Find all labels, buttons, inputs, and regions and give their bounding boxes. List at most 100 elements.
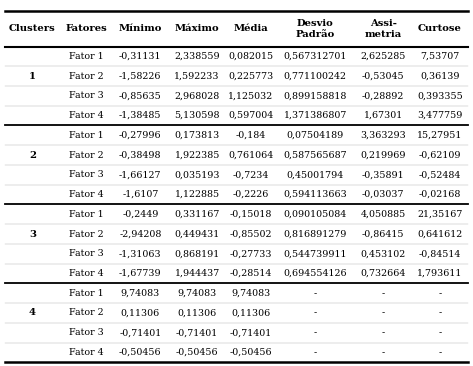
Text: 0,36139: 0,36139 [420, 72, 460, 81]
Text: Máximo: Máximo [175, 24, 219, 33]
Text: Assi-
metria: Assi- metria [365, 19, 402, 39]
Text: Fator 2: Fator 2 [69, 229, 104, 239]
Text: 3: 3 [29, 229, 36, 239]
Text: 1: 1 [29, 72, 36, 81]
Text: -0,28514: -0,28514 [229, 269, 272, 278]
Bar [5, 66, 468, 86]
Text: 0,331167: 0,331167 [175, 210, 220, 219]
Bar [5, 283, 468, 303]
Text: Fator 1: Fator 1 [69, 52, 104, 61]
Text: -0,15018: -0,15018 [229, 210, 272, 219]
Text: 0,45001794: 0,45001794 [287, 170, 344, 179]
Text: -0,7234: -0,7234 [233, 170, 269, 179]
Text: 0,219969: 0,219969 [360, 150, 406, 160]
Text: -0,50456: -0,50456 [119, 348, 162, 357]
Text: Média: Média [233, 24, 268, 33]
Bar [5, 205, 468, 224]
Text: -: - [314, 289, 317, 298]
Text: -: - [438, 328, 441, 337]
Text: 0,07504189: 0,07504189 [287, 131, 344, 140]
Text: -0,27996: -0,27996 [119, 131, 162, 140]
Text: 0,816891279: 0,816891279 [284, 229, 347, 239]
Text: 0,732664: 0,732664 [360, 269, 406, 278]
Text: -0,02168: -0,02168 [419, 190, 461, 199]
Text: -2,94208: -2,94208 [119, 229, 161, 239]
Text: 1,67301: 1,67301 [364, 111, 403, 120]
Text: 1,944437: 1,944437 [175, 269, 219, 278]
Text: 0,035193: 0,035193 [175, 170, 220, 179]
Text: -1,66127: -1,66127 [119, 170, 162, 179]
Text: 1,922385: 1,922385 [175, 150, 220, 160]
Text: 1,122885: 1,122885 [175, 190, 219, 199]
Text: 0,761064: 0,761064 [228, 150, 273, 160]
Text: 0,567312701: 0,567312701 [284, 52, 347, 61]
Text: Fator 1: Fator 1 [69, 289, 104, 298]
Text: Fator 3: Fator 3 [69, 328, 104, 337]
Bar [5, 185, 468, 205]
Text: 1,793611: 1,793611 [417, 269, 463, 278]
Text: 0,225773: 0,225773 [228, 72, 273, 81]
Text: Fatores: Fatores [65, 24, 107, 33]
Text: Fator 3: Fator 3 [69, 170, 104, 179]
Text: -0,2226: -0,2226 [233, 190, 269, 199]
Text: 0,587565687: 0,587565687 [283, 150, 347, 160]
Text: -1,38485: -1,38485 [119, 111, 162, 120]
Text: -: - [438, 348, 441, 357]
Text: -0,50456: -0,50456 [229, 348, 272, 357]
Text: 0,173813: 0,173813 [175, 131, 219, 140]
Text: -0,27733: -0,27733 [229, 249, 272, 258]
Text: 1,592233: 1,592233 [175, 72, 220, 81]
Text: 0,899158818: 0,899158818 [284, 92, 347, 100]
Text: Fator 4: Fator 4 [69, 348, 104, 357]
Text: 2,968028: 2,968028 [175, 92, 219, 100]
Text: 2: 2 [29, 150, 36, 160]
Bar [5, 106, 468, 126]
Text: -0,84514: -0,84514 [419, 249, 461, 258]
Text: 0,694554126: 0,694554126 [283, 269, 347, 278]
Text: 9,74083: 9,74083 [121, 289, 160, 298]
Bar [5, 126, 468, 145]
Text: -: - [382, 289, 385, 298]
Text: -1,31063: -1,31063 [119, 249, 162, 258]
Text: 0,771100242: 0,771100242 [284, 72, 347, 81]
Text: 3,363293: 3,363293 [360, 131, 406, 140]
Text: 1,125032: 1,125032 [228, 92, 273, 100]
Bar [5, 145, 468, 165]
Text: 0,868191: 0,868191 [175, 249, 219, 258]
Text: 0,594113663: 0,594113663 [283, 190, 347, 199]
Text: 2,338559: 2,338559 [174, 52, 220, 61]
Text: -1,6107: -1,6107 [122, 190, 158, 199]
Text: Fator 1: Fator 1 [69, 210, 104, 219]
Bar [5, 343, 468, 362]
Text: -0,38498: -0,38498 [119, 150, 162, 160]
Text: -0,71401: -0,71401 [176, 328, 218, 337]
Bar [5, 264, 468, 283]
Text: Curtose: Curtose [418, 24, 462, 33]
Text: 4: 4 [29, 309, 36, 317]
Text: 0,544739911: 0,544739911 [284, 249, 347, 258]
Text: -: - [438, 289, 441, 298]
Text: -0,85635: -0,85635 [119, 92, 162, 100]
Text: -: - [382, 309, 385, 317]
Text: 0,11306: 0,11306 [231, 309, 270, 317]
Text: -1,58226: -1,58226 [119, 72, 162, 81]
Text: -0,85502: -0,85502 [229, 229, 272, 239]
Bar [5, 46, 468, 66]
Text: Fator 4: Fator 4 [69, 111, 104, 120]
Bar [5, 323, 468, 343]
Text: -0,52484: -0,52484 [419, 170, 461, 179]
Text: 0,090105084: 0,090105084 [284, 210, 347, 219]
Text: 15,27951: 15,27951 [417, 131, 463, 140]
Text: -0,62109: -0,62109 [419, 150, 461, 160]
Text: Fator 3: Fator 3 [69, 249, 104, 258]
Text: 0,393355: 0,393355 [417, 92, 463, 100]
Text: Fator 4: Fator 4 [69, 190, 104, 199]
Text: 0,641612: 0,641612 [417, 229, 463, 239]
Text: 0,453102: 0,453102 [360, 249, 406, 258]
Text: 21,35167: 21,35167 [417, 210, 463, 219]
Text: Mínimo: Mínimo [119, 24, 162, 33]
Text: 2,625285: 2,625285 [360, 52, 406, 61]
Text: Desvio
Padrão: Desvio Padrão [296, 19, 335, 39]
Text: -0,31131: -0,31131 [119, 52, 162, 61]
Text: -: - [382, 328, 385, 337]
